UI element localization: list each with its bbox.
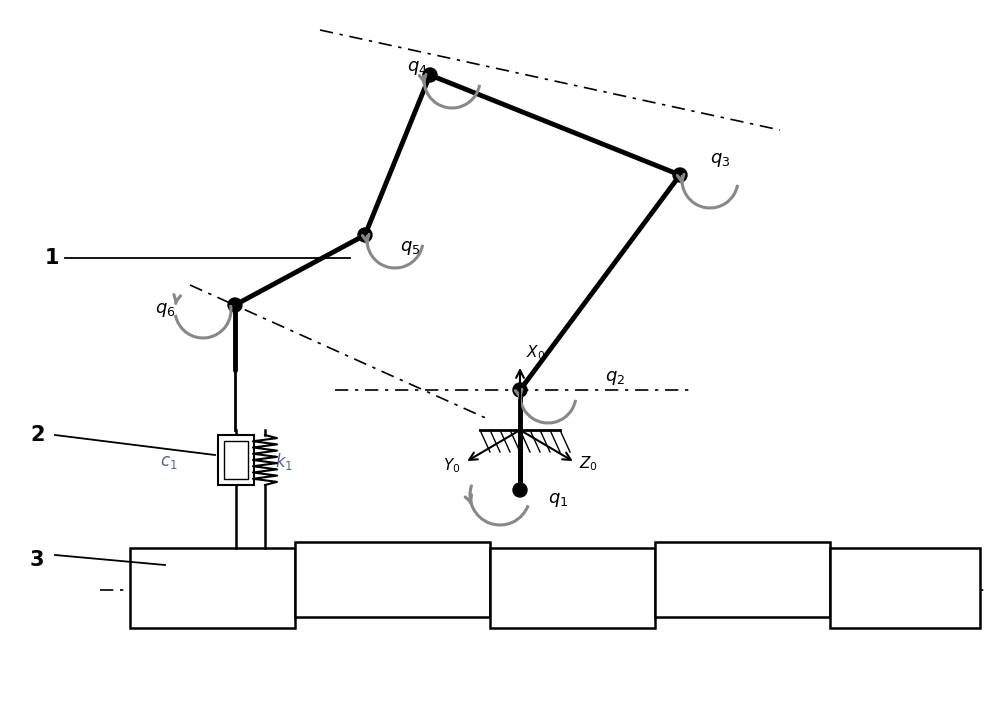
Bar [830, 548, 980, 628]
Text: 2: 2 [30, 425, 44, 445]
Circle shape [228, 298, 242, 312]
Text: 3: 3 [30, 550, 44, 570]
Circle shape [513, 483, 527, 497]
Text: $q_1$: $q_1$ [548, 491, 568, 509]
Bar [490, 548, 655, 628]
Bar [295, 542, 490, 617]
Text: $q_3$: $q_3$ [710, 151, 730, 169]
Text: $Z_0$: $Z_0$ [579, 454, 598, 473]
Text: 1: 1 [45, 248, 60, 268]
Circle shape [423, 68, 437, 82]
Bar [130, 548, 295, 628]
Text: $q_4$: $q_4$ [407, 59, 428, 77]
Text: $k_1$: $k_1$ [275, 451, 293, 473]
Bar [224, 441, 248, 479]
Text: $q_6$: $q_6$ [155, 301, 176, 319]
Text: $c_1$: $c_1$ [160, 453, 178, 471]
Text: $X_0$: $X_0$ [526, 343, 545, 362]
Bar [218, 435, 254, 485]
Circle shape [673, 168, 687, 182]
Text: $q_5$: $q_5$ [400, 239, 420, 257]
Bar [655, 542, 830, 617]
Text: $Y_0$: $Y_0$ [443, 457, 460, 475]
Text: $q_2$: $q_2$ [605, 369, 625, 387]
Circle shape [358, 228, 372, 242]
Circle shape [513, 383, 527, 397]
